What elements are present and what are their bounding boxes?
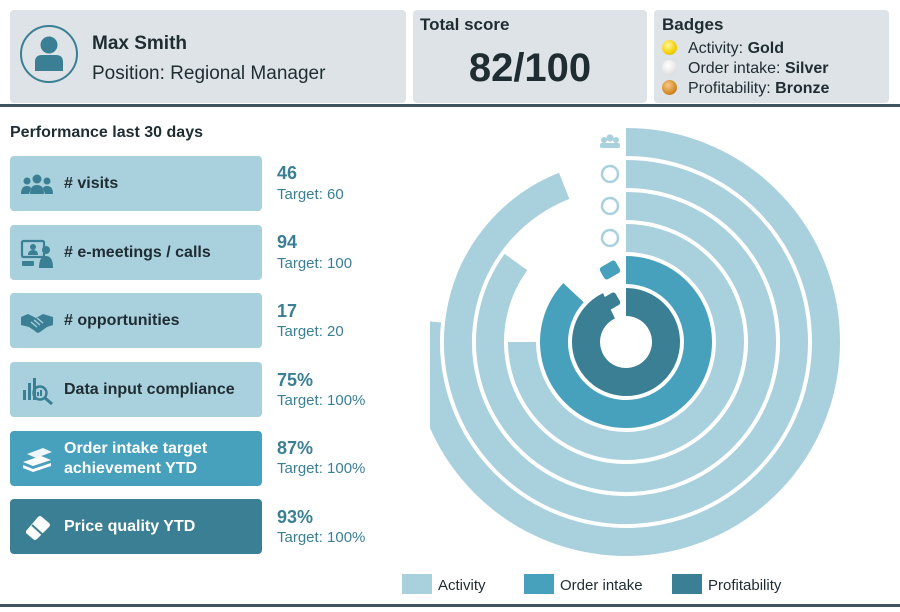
silver-medal-icon <box>662 60 677 75</box>
metric-target-opportunities: Target: 20 <box>277 323 344 340</box>
total-score-card: Total score 82/100 <box>413 10 647 103</box>
radial-bar-price-quality <box>572 288 680 396</box>
gold-medal-icon <box>662 40 677 55</box>
metric-label: # visits <box>64 174 119 192</box>
people-group-icon <box>600 134 620 148</box>
badges-card: Badges Activity: Gold Order intake: Silv… <box>654 10 889 103</box>
metric-label: Data input compliance <box>64 380 235 398</box>
badge-activity: Activity: Gold <box>662 40 784 58</box>
badge-level: Silver <box>784 60 829 77</box>
badge-level: Gold <box>747 40 785 57</box>
money-stack-icon <box>23 448 52 472</box>
metric-card-e-meetings: # e-meetings / calls <box>10 225 262 280</box>
metric-card-order-intake: Order intake target achievement YTD <box>10 431 262 486</box>
radial-bar-e-meetings <box>444 160 808 524</box>
metric-value-data-compliance: 75% <box>277 370 314 390</box>
metric-target-order-intake: Target: 100% <box>277 460 366 477</box>
metric-card-price-quality: Price quality YTD <box>10 499 262 554</box>
legend-swatch <box>672 574 702 594</box>
metric-target-visits: Target: 60 <box>277 186 344 203</box>
handshake-icon <box>600 196 620 216</box>
metric-value-opportunities: 17 <box>277 301 298 321</box>
bronze-medal-icon <box>662 80 677 95</box>
video-call-icon <box>20 239 53 268</box>
performance-title: Performance last 30 days <box>10 124 203 141</box>
people-group-icon <box>21 174 53 194</box>
footer-divider <box>0 604 900 607</box>
badge-category: Profitability: <box>688 80 771 97</box>
profile-card: Max Smith Position: Regional Manager <box>10 10 406 103</box>
metric-label: Order intake target achievement YTD <box>64 439 208 477</box>
total-score-value: 82/100 <box>468 46 592 90</box>
metric-value-e-meetings: 94 <box>277 232 298 252</box>
badge-profitability: Profitability: Bronze <box>662 80 829 98</box>
metric-value-price-quality: 93% <box>277 507 314 527</box>
radial-bar-visits <box>430 128 840 556</box>
radial-bar-data-compliance <box>508 224 744 460</box>
user-position: Position: Regional Manager <box>92 63 326 84</box>
metric-card-opportunities: # opportunities <box>10 293 262 348</box>
badge-category: Order intake: <box>688 60 781 77</box>
radial-bar-order-intake <box>540 256 712 428</box>
legend-swatch <box>402 574 432 594</box>
legend-item-activity: Activity <box>402 574 486 594</box>
price-tag-icon <box>26 516 50 540</box>
metric-target-e-meetings: Target: 100 <box>277 255 353 272</box>
legend-swatch <box>524 574 554 594</box>
metric-label: Price quality YTD <box>64 517 196 535</box>
handshake-icon <box>21 314 53 333</box>
metric-card-visits: # visits <box>10 156 262 211</box>
metric-card-data-compliance: Data input compliance <box>10 362 262 417</box>
legend-label: Activity <box>438 577 486 594</box>
legend-item-profitability: Profitability <box>672 574 781 594</box>
video-call-icon <box>600 164 620 184</box>
badges-title: Badges <box>662 15 724 34</box>
legend-item-order-intake: Order intake <box>524 574 643 594</box>
metric-label: # opportunities <box>64 311 180 329</box>
chart-magnifier-icon <box>23 378 53 406</box>
badge-level: Bronze <box>775 80 830 97</box>
metric-target-data-compliance: Target: 100% <box>277 392 366 409</box>
person-icon <box>20 25 78 83</box>
metric-value-visits: 46 <box>277 163 298 183</box>
legend-label: Profitability <box>708 577 782 594</box>
chart-magnifier-icon <box>600 228 620 248</box>
badge-category: Activity: <box>688 40 744 57</box>
user-name: Max Smith <box>92 33 188 54</box>
money-stack-icon <box>599 260 621 280</box>
metric-target-price-quality: Target: 100% <box>277 529 366 546</box>
badge-order-intake: Order intake: Silver <box>662 60 829 78</box>
radial-bar-opportunities <box>476 192 776 492</box>
header-divider <box>0 104 900 107</box>
radial-performance-chart <box>430 128 840 556</box>
metric-value-order-intake: 87% <box>277 438 314 458</box>
price-tag-icon <box>599 292 621 312</box>
total-score-label: Total score <box>420 15 510 34</box>
metric-label: # e-meetings / calls <box>64 243 211 261</box>
legend-label: Order intake <box>560 577 643 594</box>
